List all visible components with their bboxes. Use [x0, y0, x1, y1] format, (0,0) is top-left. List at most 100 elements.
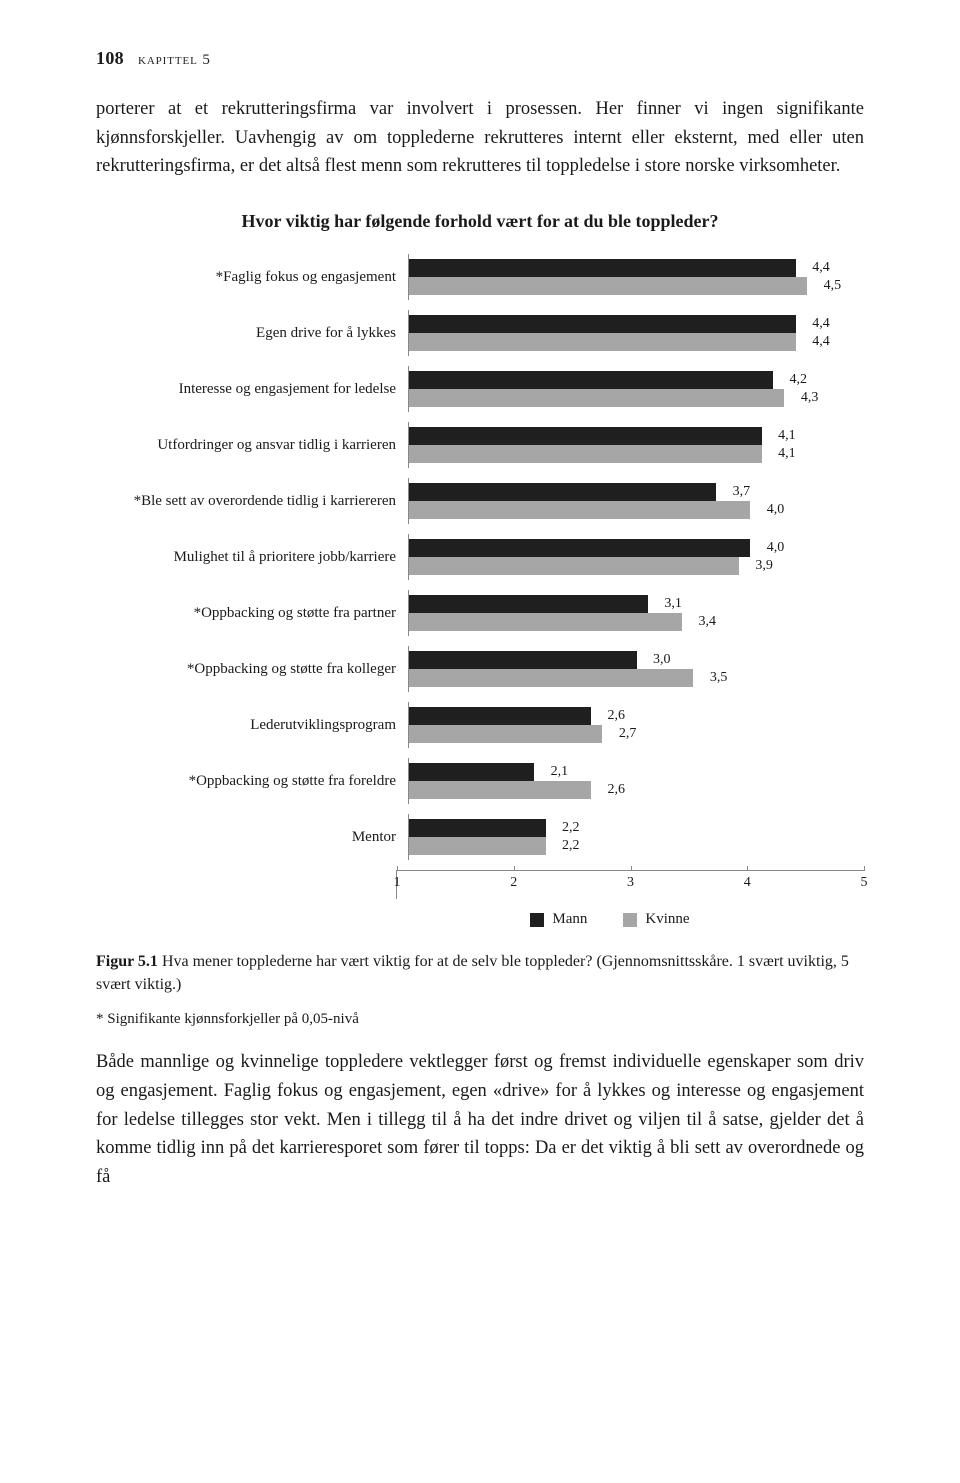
chart-bar-pair: 3,13,4: [409, 595, 864, 631]
chart-bar-mann: 2,1: [409, 763, 534, 781]
legend-item-mann: Mann: [530, 911, 587, 928]
chart-bars-cell: 2,22,2: [408, 814, 864, 860]
chart-value-label: 2,1: [551, 764, 569, 780]
chart-category-label: *Oppbacking og støtte fra partner: [96, 590, 408, 636]
chart-bars-cell: 4,03,9: [408, 534, 864, 580]
chart-bars-cell: 3,13,4: [408, 590, 864, 636]
chart-x-axis: 12345: [96, 870, 864, 899]
chart-value-label: 4,0: [767, 502, 785, 518]
chart-value-label: 3,5: [710, 670, 728, 686]
chart-bar-kvinne: 3,5: [409, 669, 693, 687]
chart-value-label: 2,7: [619, 726, 637, 742]
chart-bar-pair: 2,62,7: [409, 707, 864, 743]
page: 108 kapittel 5 porterer at et rekrutteri…: [0, 0, 960, 1483]
chart-bar-pair: 4,24,3: [409, 371, 864, 407]
axis-tick-label: 5: [861, 875, 868, 891]
chart-bar-mann: 4,0: [409, 539, 750, 557]
chart-value-label: 4,1: [778, 428, 796, 444]
chart-legend: Mann Kvinne: [96, 911, 864, 928]
chart-bar-mann: 4,1: [409, 427, 762, 445]
chart-row: Utfordringer og ansvar tidlig i karriere…: [96, 422, 864, 468]
chart-bar-pair: 4,14,1: [409, 427, 864, 463]
chart-row: *Ble sett av overordende tidlig i karrie…: [96, 478, 864, 524]
chart-bars-cell: 4,4 4,4: [408, 310, 864, 356]
chart-bar-mann: 4,2: [409, 371, 773, 389]
chart-bar-kvinne: 4,0: [409, 501, 750, 519]
chart-value-label: 4,1: [778, 446, 796, 462]
chart-value-label: 4,0: [767, 540, 785, 556]
chart-category-label: Lederutviklingsprogram: [96, 702, 408, 748]
legend-item-kvinne: Kvinne: [623, 911, 689, 928]
chart-value-label: 3,0: [653, 652, 671, 668]
chart-title: Hvor viktig har følgende forhold vært fo…: [96, 211, 864, 232]
chart-bar-kvinne: 3,4: [409, 613, 682, 631]
chart-bar-kvinne: 4,5: [409, 277, 807, 295]
chart-row: *Oppbacking og støtte fra foreldre2,12,6: [96, 758, 864, 804]
chart-category-label: *Ble sett av overordende tidlig i karrie…: [96, 478, 408, 524]
chart-row: *Oppbacking og støtte fra kolleger3,03,5: [96, 646, 864, 692]
chart-bar-pair: 4,03,9: [409, 539, 864, 575]
chapter-label: kapittel 5: [138, 52, 211, 69]
chart-category-label: Mulighet til å prioritere jobb/karriere: [96, 534, 408, 580]
chart-bar-kvinne: 2,2: [409, 837, 546, 855]
legend-label-kvinne: Kvinne: [645, 911, 689, 928]
chart-bar-pair: 3,03,5: [409, 651, 864, 687]
chart-bar-kvinne: 4,3: [409, 389, 784, 407]
chart-value-label: 4,3: [801, 390, 819, 406]
chart-bar-pair: 4,4 4,4: [409, 315, 864, 351]
chart-bar-kvinne: 2,7: [409, 725, 602, 743]
axis-tick-label: 1: [394, 875, 401, 891]
chart-value-label: 2,2: [562, 820, 580, 836]
chart-bars-cell: 4,24,3: [408, 366, 864, 412]
axis-tick-label: 4: [744, 875, 751, 891]
chart-bar-kvinne: 3,9: [409, 557, 739, 575]
chart-bar-pair: 2,1 2,6: [409, 763, 864, 799]
chart-bar-kvinne: 4,1: [409, 445, 762, 463]
chart-bar-mann: 2,2: [409, 819, 546, 837]
chart-row: Mulighet til å prioritere jobb/karriere4…: [96, 534, 864, 580]
axis-spacer: [96, 870, 396, 899]
chart-bar-mann: 3,1: [409, 595, 648, 613]
axis-area: 12345: [396, 870, 864, 899]
legend-swatch-mann: [530, 913, 544, 927]
chart-bars-cell: 3,03,5: [408, 646, 864, 692]
chart-category-label: Mentor: [96, 814, 408, 860]
chart-value-label: 4,4: [812, 260, 830, 276]
chart-value-label: 4,4: [812, 316, 830, 332]
chart-bar-mann: 3,0: [409, 651, 637, 669]
figure-footnote: * Signifikante kjønnsforkjeller på 0,05-…: [96, 1011, 864, 1028]
chart-row: *Oppbacking og støtte fra partner3,13,4: [96, 590, 864, 636]
chart-row: Lederutviklingsprogram2,62,7: [96, 702, 864, 748]
chart-value-label: 2,6: [608, 782, 626, 798]
chart-bar-mann: 2,6: [409, 707, 591, 725]
running-head: 108 kapittel 5: [96, 48, 864, 69]
chart-value-label: 4,5: [824, 278, 842, 294]
axis-tick-mark: [747, 866, 748, 871]
chart-value-label: 3,1: [664, 596, 682, 612]
chart-bar-pair: 4,4 4,5: [409, 259, 864, 295]
axis-tick-mark: [514, 866, 515, 871]
chart-bar-kvinne: 4,4: [409, 333, 796, 351]
chart-bar-mann: 3,7: [409, 483, 716, 501]
figure-caption-text: Hva mener topplederne har vært viktig fo…: [96, 953, 849, 993]
legend-label-mann: Mann: [552, 911, 587, 928]
chart-category-label: *Oppbacking og støtte fra kolleger: [96, 646, 408, 692]
chart-row: Egen drive for å lykkes4,44,4: [96, 310, 864, 356]
figure-label: Figur 5.1: [96, 953, 158, 970]
chart-category-label: Interesse og engasjement for ledelse: [96, 366, 408, 412]
chart-value-label: 2,6: [608, 708, 626, 724]
chart-value-label: 3,4: [699, 614, 717, 630]
chart-value-label: 2,2: [562, 838, 580, 854]
axis-tick-mark: [864, 866, 865, 871]
chart-bars-cell: 3,74,0: [408, 478, 864, 524]
chart-bar-pair: 2,22,2: [409, 819, 864, 855]
chart-bars-cell: 4,14,1: [408, 422, 864, 468]
chart-bar-pair: 3,74,0: [409, 483, 864, 519]
legend-swatch-kvinne: [623, 913, 637, 927]
chart-category-label: Egen drive for å lykkes: [96, 310, 408, 356]
axis-tick-mark: [397, 866, 398, 871]
axis-tick-label: 2: [510, 875, 517, 891]
chart-row: Mentor2,22,2: [96, 814, 864, 860]
chart-bars-cell: 2,62,7: [408, 702, 864, 748]
page-number: 108: [96, 48, 124, 69]
